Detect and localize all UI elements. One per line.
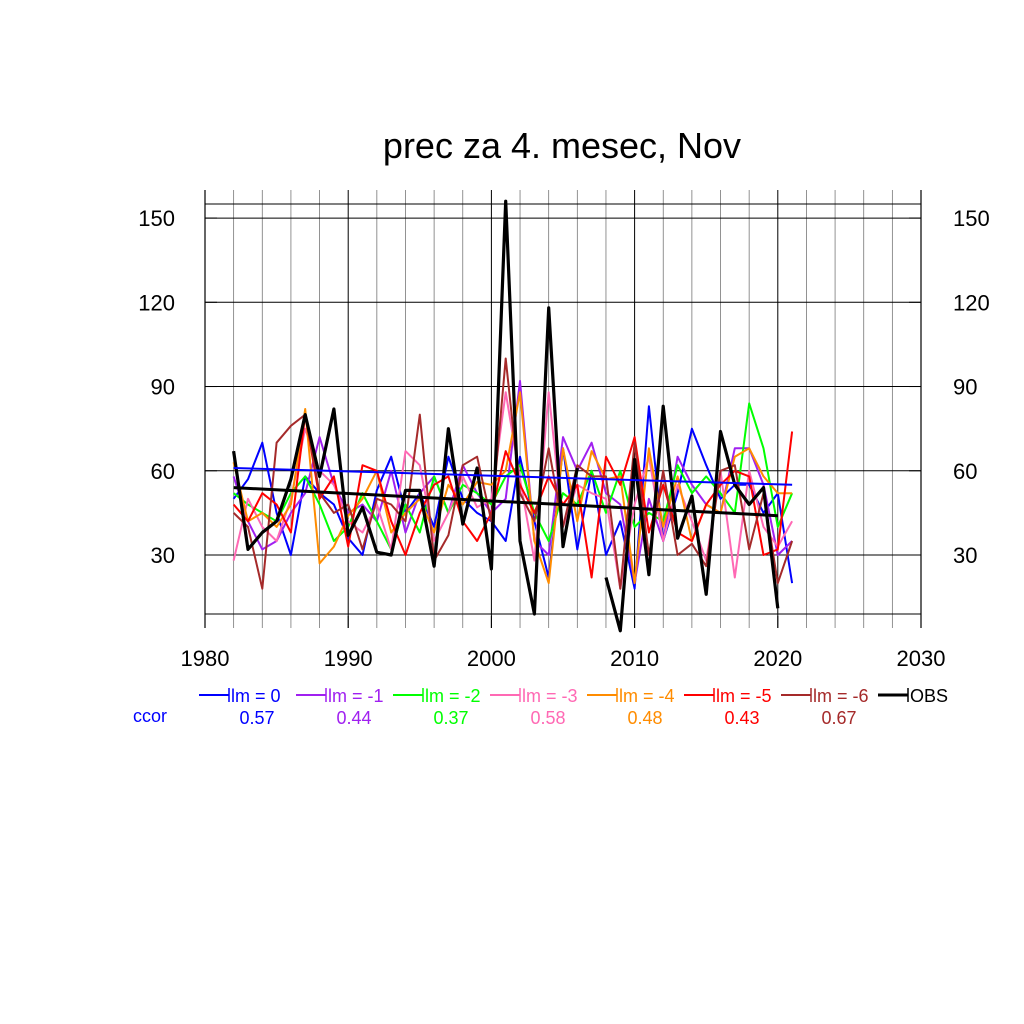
y-tick-label-left: 150 xyxy=(138,206,175,231)
trend-line xyxy=(233,466,793,486)
y-tick-label-right: 30 xyxy=(953,543,977,568)
legend-label: lm = -5 xyxy=(716,686,772,706)
series-group xyxy=(232,199,794,633)
chart-title: prec za 4. mesec, Nov xyxy=(383,125,741,166)
y-tick-label-left: 120 xyxy=(138,290,175,315)
legend-label: lm = -6 xyxy=(813,686,869,706)
legend-ccor-value: 0.57 xyxy=(239,708,274,728)
x-tick-label: 1980 xyxy=(181,646,230,671)
trend-line xyxy=(233,486,778,518)
grid xyxy=(204,190,922,628)
legend-label: OBS xyxy=(910,686,948,706)
x-tick-label: 1990 xyxy=(324,646,373,671)
y-tick-label-left: 30 xyxy=(151,543,175,568)
x-tick-label: 2030 xyxy=(897,646,946,671)
y-tick-label-left: 60 xyxy=(151,459,175,484)
y-tick-label-right: 60 xyxy=(953,459,977,484)
legend: ccor lm = 00.57 lm = -10.44 lm = -20.37 lm … xyxy=(133,686,948,728)
legend-ccor-label: ccor xyxy=(133,706,167,726)
x-tick-label: 2020 xyxy=(753,646,802,671)
legend-ccor-value: 0.58 xyxy=(530,708,565,728)
legend-ccor-value: 0.37 xyxy=(433,708,468,728)
series-line-lm-2 xyxy=(232,402,794,551)
legend-label: lm = -4 xyxy=(619,686,675,706)
x-tick-label: 2010 xyxy=(610,646,659,671)
y-tick-label-left: 90 xyxy=(151,375,175,400)
series-line-lm-0 xyxy=(232,405,794,590)
legend-label: lm = 0 xyxy=(231,686,281,706)
axes: 1980 1990 2000 2010 2020 2030 30 30 60 60 90 90 120 1… xyxy=(138,190,990,671)
legend-ccor-value: 0.67 xyxy=(821,708,856,728)
x-tick-label: 2000 xyxy=(467,646,516,671)
legend-ccor-value: 0.43 xyxy=(724,708,759,728)
series-line-lm-5 xyxy=(232,413,794,579)
legend-label: lm = -2 xyxy=(425,686,481,706)
legend-ccor-value: 0.48 xyxy=(627,708,662,728)
legend-label: lm = -1 xyxy=(328,686,384,706)
legend-ccor-value: 0.44 xyxy=(336,708,371,728)
series-line-obs xyxy=(232,199,780,633)
y-tick-label-right: 90 xyxy=(953,375,977,400)
y-tick-label-right: 150 xyxy=(953,206,990,231)
y-tick-label-right: 120 xyxy=(953,290,990,315)
legend-label: lm = -3 xyxy=(522,686,578,706)
